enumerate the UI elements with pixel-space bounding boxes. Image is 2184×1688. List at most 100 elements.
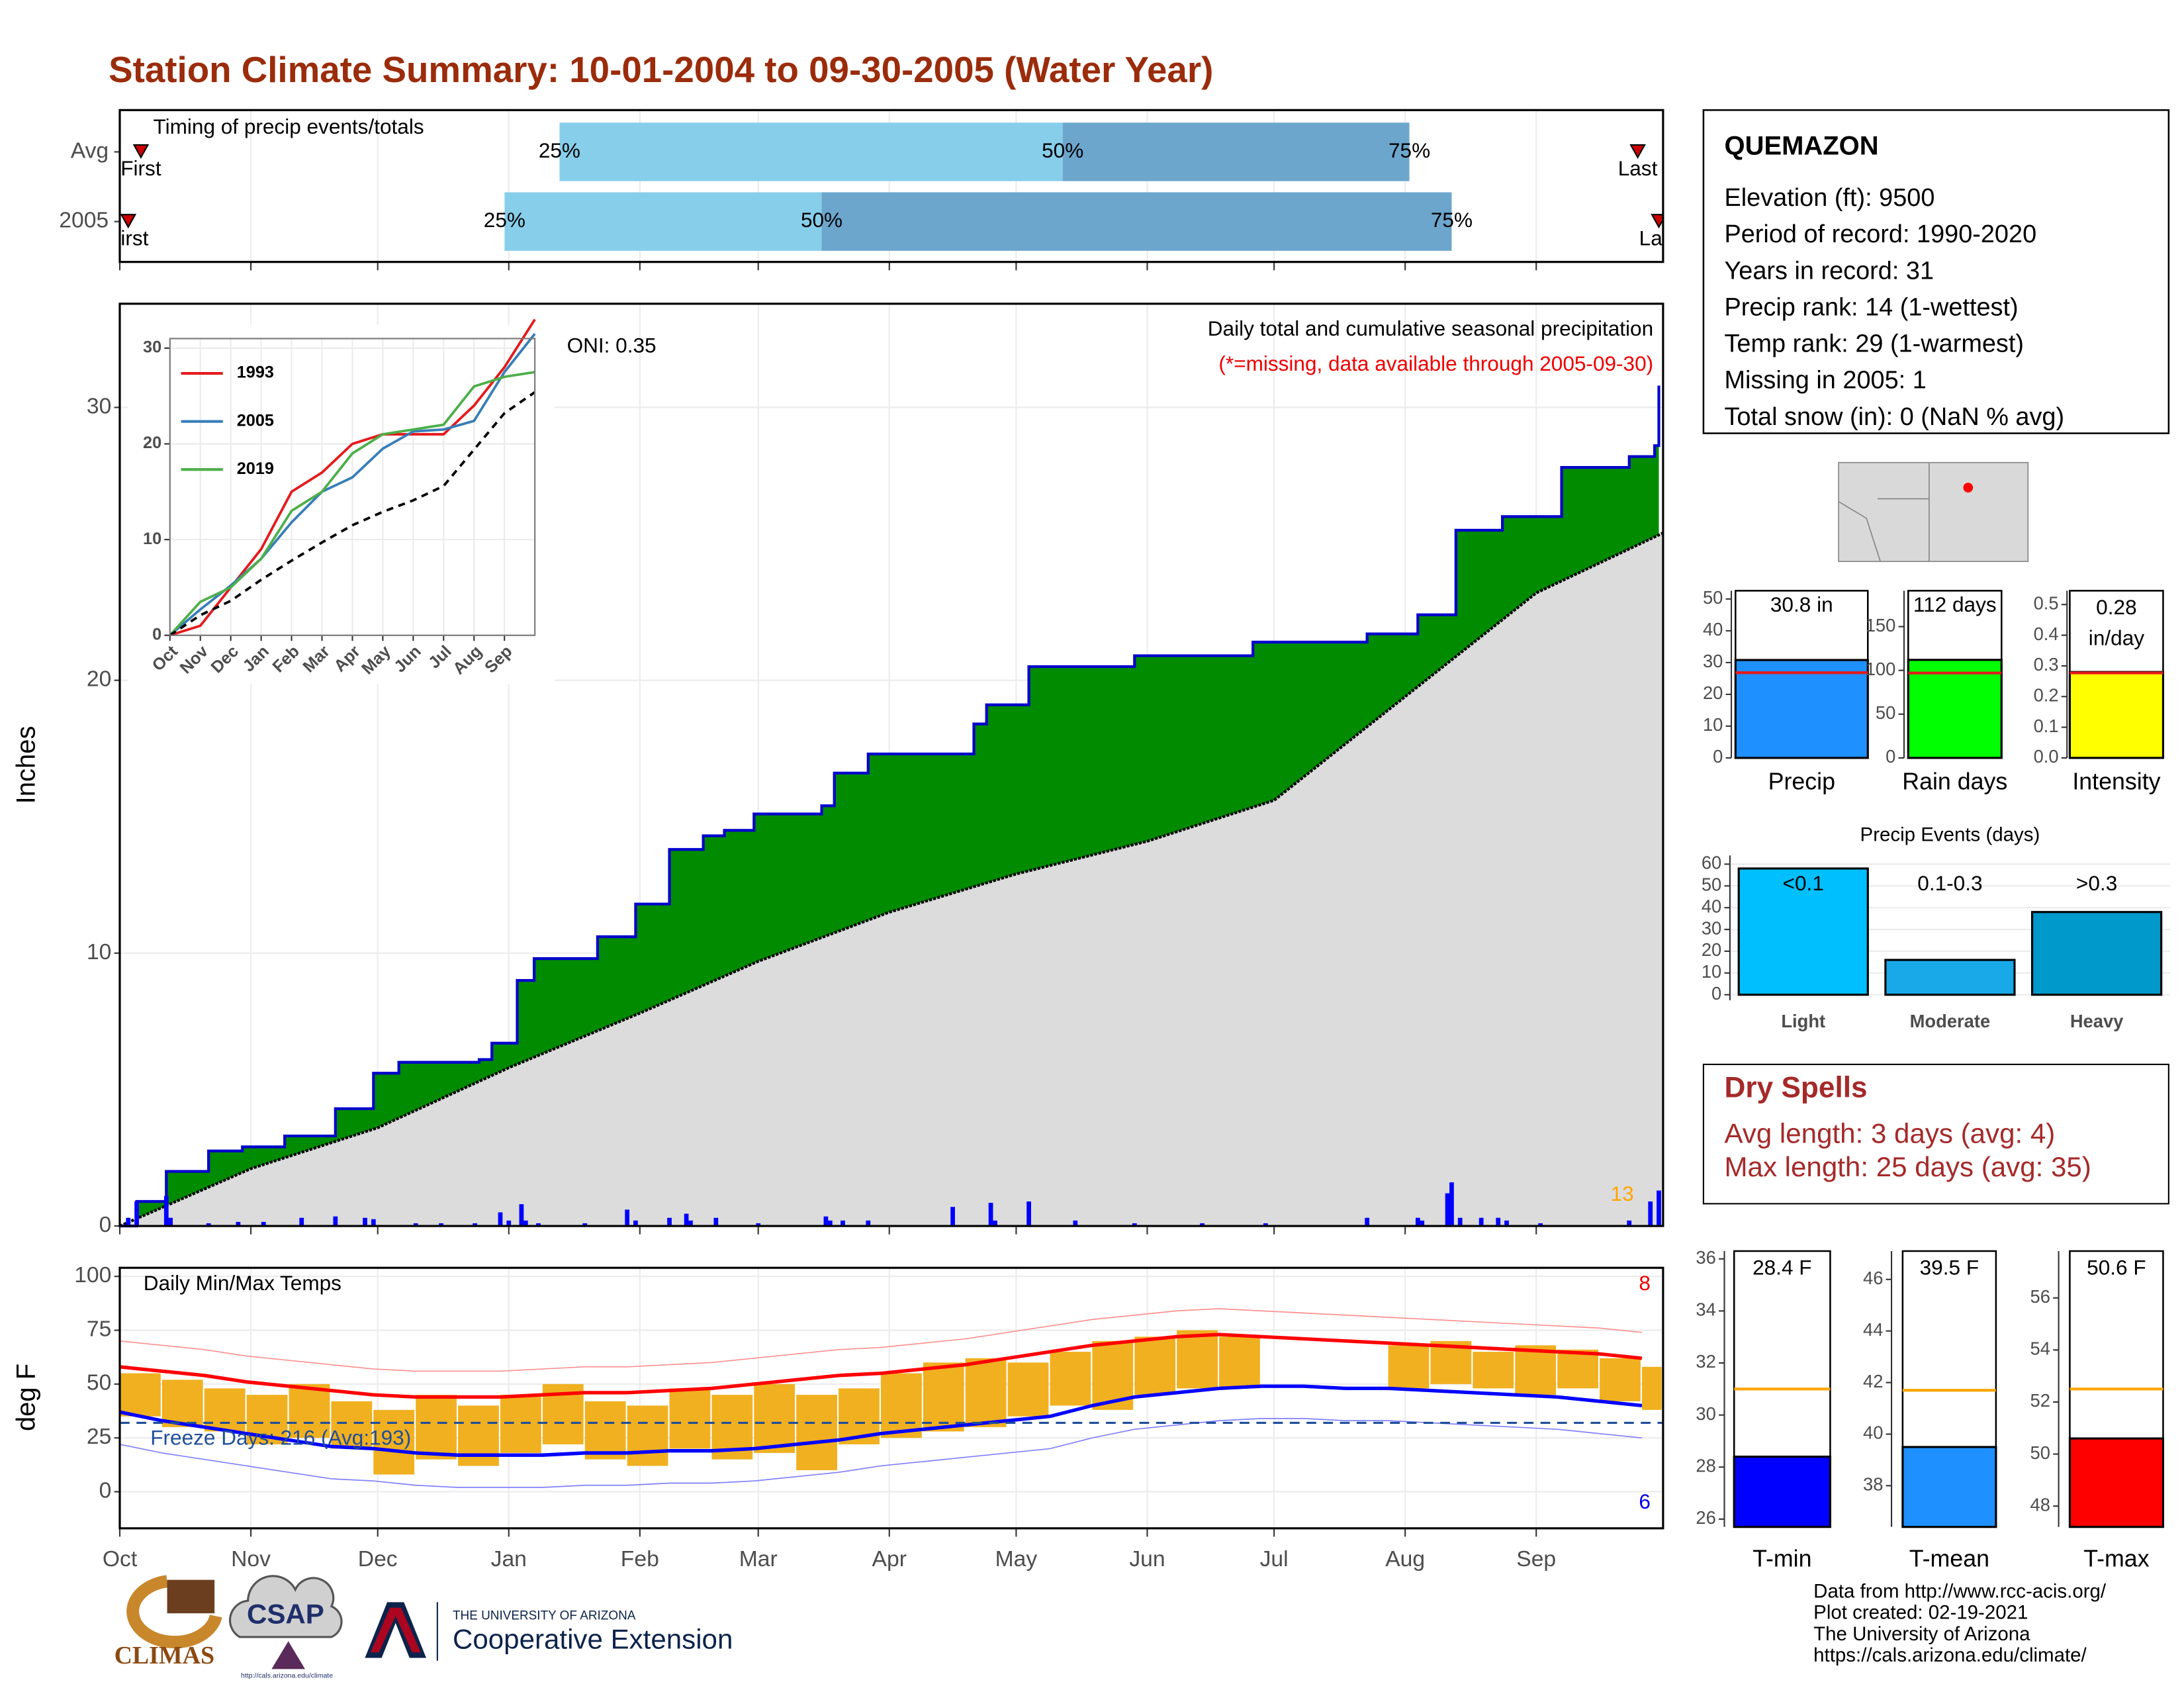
daily-bar xyxy=(299,1217,304,1227)
daily-bar xyxy=(206,1223,211,1227)
y-tick-label: 30 xyxy=(143,338,161,357)
line-series xyxy=(169,333,536,637)
value-label: 0.28 in/day xyxy=(2088,596,2145,651)
credit-line: The University of Arizona xyxy=(1813,1623,2030,1645)
y-tick-label: 44 xyxy=(1863,1319,1883,1340)
y-tick-label: 10 xyxy=(87,940,111,964)
temp-line xyxy=(119,1384,1643,1457)
daily-bar xyxy=(536,1223,541,1227)
logo-text: Cooperative Extension xyxy=(453,1623,733,1654)
timing-bar xyxy=(504,192,822,251)
bar xyxy=(1734,659,1869,759)
daily-bar xyxy=(498,1212,503,1227)
timing-bar xyxy=(1062,122,1410,181)
station-line: Period of record: 1990-2020 xyxy=(1724,220,2036,248)
percent-label: 50% xyxy=(1042,138,1083,162)
daily-bar xyxy=(363,1217,367,1227)
event-marker xyxy=(132,144,150,160)
y-tick-label: 50 xyxy=(2030,1442,2050,1463)
temp-range-bar xyxy=(500,1395,541,1453)
daily-bar xyxy=(827,1220,833,1227)
y-tick-label: 0.5 xyxy=(2034,592,2059,613)
station-line: Total snow (in): 0 (NaN % avg) xyxy=(1724,403,2064,431)
y-tick-label: 40 xyxy=(1703,619,1723,639)
value-label-box: <0.1 xyxy=(1783,872,1824,896)
y-tick-label: 0 xyxy=(1711,983,1721,1004)
daily-bar xyxy=(988,1203,993,1227)
plot-frame xyxy=(118,109,1664,263)
average-line xyxy=(119,532,1664,1228)
bar xyxy=(1907,659,2003,759)
value-label-box: 112 days xyxy=(1913,594,1997,618)
y-tick-label: 0 xyxy=(1713,746,1723,767)
temp-range-bar xyxy=(1007,1362,1049,1417)
x-tick-label: Aug xyxy=(1385,1547,1425,1571)
category-label: T-min xyxy=(1752,1546,1811,1572)
x-tick-label: Jun xyxy=(1129,1547,1165,1571)
line-series xyxy=(169,391,536,637)
bar xyxy=(2068,671,2165,759)
panel-title: Daily total and cumulative seasonal prec… xyxy=(1208,316,1653,340)
daily-bar xyxy=(684,1213,689,1227)
y-tick-label: 10 xyxy=(1702,961,1721,982)
row-label: Avg xyxy=(71,138,109,163)
temp-range-bar xyxy=(373,1409,415,1475)
x-tick-label: Sep xyxy=(1516,1547,1556,1571)
value-label-box: 30.8 in xyxy=(1770,593,1833,618)
value-label-box: 39.5 F xyxy=(1920,1256,1979,1280)
value-label-box: 50.6 F xyxy=(2087,1256,2146,1280)
y-tick-label: 50 xyxy=(87,1371,111,1395)
y-tick-label: 60 xyxy=(1702,853,1721,873)
oni-label: ONI: 0.35 xyxy=(567,333,657,357)
y-tick-label: 100 xyxy=(74,1263,111,1288)
percent-label: 75% xyxy=(1431,208,1473,232)
dry-spells-title: Dry Spells xyxy=(1724,1072,1867,1104)
station-info: Elevation (ft): 9500 Period of record: 19… xyxy=(1724,184,2064,431)
x-tick-label: Feb xyxy=(621,1547,659,1571)
timing-bar xyxy=(821,192,1452,251)
category-label: Precip xyxy=(1768,768,1835,794)
logo-text: THE UNIVERSITY OF ARIZONA xyxy=(453,1609,636,1622)
event-label: Last xyxy=(1618,156,1658,180)
x-tick-label: Mar xyxy=(739,1547,778,1571)
credits: Data from http://www.rcc-acis.org/Plot c… xyxy=(1813,1580,2107,1666)
daily-bar xyxy=(168,1217,173,1227)
y-axis-label: Inches xyxy=(12,726,41,804)
legend-label: 2019 xyxy=(237,459,274,478)
ua-logo: THE UNIVERSITY OF ARIZONA Cooperative Ex… xyxy=(365,1602,733,1661)
y-tick-label: 0.1 xyxy=(2034,716,2059,736)
daily-bar xyxy=(1415,1217,1420,1227)
temp-range-bar xyxy=(1219,1336,1260,1389)
event-label: First xyxy=(108,226,149,250)
y-tick-label: 46 xyxy=(1863,1268,1883,1288)
daily-bar xyxy=(333,1216,338,1227)
page-title: Station Climate Summary: 10-01-2004 to 0… xyxy=(109,49,1213,90)
credit-line: Plot created: 02-19-2021 xyxy=(1813,1602,2028,1624)
panel-note: (*=missing, data available through 2005-… xyxy=(1218,352,1653,375)
percent-label: 50% xyxy=(801,208,842,232)
y-tick-label: 50 xyxy=(1876,702,1895,723)
max-count: 8 xyxy=(1639,1271,1651,1295)
bar xyxy=(1737,867,1869,996)
station-box xyxy=(1702,109,2170,434)
daily-bar xyxy=(413,1223,418,1227)
bar xyxy=(2030,911,2163,996)
temp-range-bar xyxy=(754,1383,796,1453)
value-label-box: 28.4 F xyxy=(1752,1256,1812,1280)
credit-line: Data from http://www.rcc-acis.org/ xyxy=(1813,1580,2107,1602)
value-label: 30.8 in xyxy=(1770,593,1833,618)
category-label: Light xyxy=(1781,1011,1825,1031)
x-tick-label: Nov xyxy=(231,1547,271,1571)
x-tick-label: May xyxy=(995,1547,1038,1571)
temp-range-bar xyxy=(1515,1345,1557,1395)
y-tick-label: 26 xyxy=(1696,1507,1715,1528)
daily-bar xyxy=(371,1219,376,1227)
dry-spells-info: Avg length: 3 days (avg: 4)Max length: 2… xyxy=(1724,1117,2091,1182)
dry-spell-line: Avg length: 3 days (avg: 4) xyxy=(1724,1117,2055,1149)
station-name: QUEMAZON xyxy=(1724,132,1878,161)
y-tick-label: 10 xyxy=(1703,714,1723,735)
value-label-box: >0.3 xyxy=(2076,872,2117,896)
temp-range-bar xyxy=(965,1358,1007,1427)
y-tick-label: 48 xyxy=(2030,1494,2050,1515)
plot-frame xyxy=(169,338,536,636)
